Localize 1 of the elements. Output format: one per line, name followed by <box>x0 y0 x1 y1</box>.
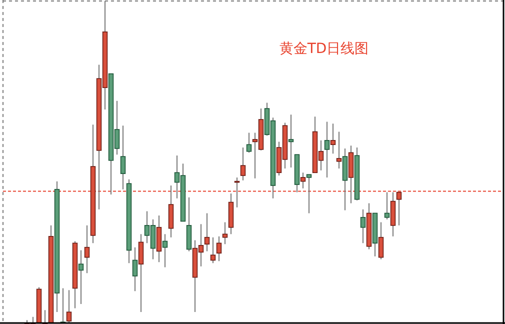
text: 黄金TD日线图 <box>279 41 369 57</box>
